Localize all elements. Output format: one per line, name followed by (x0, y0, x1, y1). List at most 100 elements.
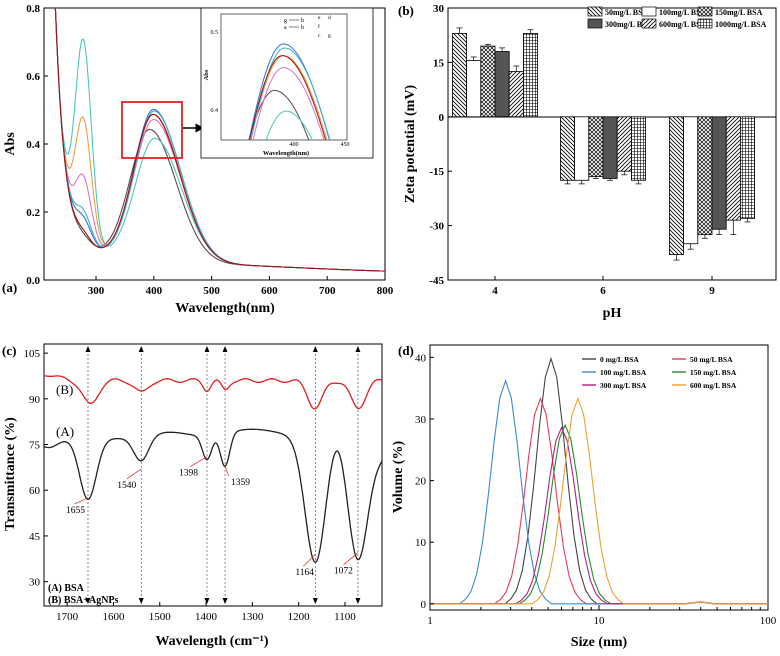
c-peak-arrow-top (312, 346, 318, 352)
a-xtick-label: 500 (203, 285, 220, 297)
inset-annot-d: d (328, 15, 331, 21)
b-legend-swatch (697, 18, 713, 29)
b-legend-swatch (641, 18, 657, 29)
c-xtick-label: 1600 (102, 611, 125, 623)
panel-b-bars (451, 27, 756, 261)
b-bar (466, 60, 482, 118)
c-ytick-label: 45 (29, 531, 41, 543)
b-bar (451, 32, 467, 118)
b-ytick-label: -15 (429, 166, 444, 178)
c-peak-label: 1398 (179, 469, 198, 479)
a-xtick-label: 800 (377, 285, 394, 297)
panel-b-frame (447, 7, 777, 281)
b-bar (631, 116, 647, 181)
a-ytick-label: 0.2 (26, 207, 40, 219)
c-xtick-label: 1100 (334, 611, 356, 623)
inset-xtick-400: 400 (290, 142, 299, 148)
d-ytick-label: 40 (415, 352, 427, 364)
panel-b-zeta: -45 -30 -15 0 15 30 4 6 9 50mg/L BSA 100mg/L BSA… (403, 3, 777, 321)
b-bar (616, 116, 632, 172)
curve-tag-B: (B) (56, 382, 73, 397)
a-series-6 (54, 8, 385, 272)
c-peak-label: 1164 (295, 568, 314, 578)
c-curve-B (43, 375, 383, 410)
a-ytick-label: 0.4 (26, 139, 40, 151)
inset-xlabel: Wavelength(nm) (263, 150, 309, 157)
b-bar (697, 116, 713, 236)
a-xtick-label: 300 (88, 285, 105, 297)
c-peak-leader (126, 468, 142, 480)
b-ytick-label: -30 (429, 221, 444, 233)
b-ytick-label: 30 (433, 3, 445, 15)
b-legend-label: 600mg/L BSA (659, 20, 707, 29)
panel-b-x-ticks: 4 6 9 (492, 276, 715, 297)
inset-ytick-0.4: 0.4 (211, 108, 219, 114)
b-legend-label: 150mg/L BSA (715, 8, 763, 17)
legend-c-B: (B) BSA+AgNPs (48, 595, 119, 606)
inset-annot-b2: b (301, 25, 304, 31)
d-legend-label: 100 mg/L BSA (600, 368, 647, 377)
b-bar (740, 116, 756, 219)
b-bar (494, 51, 510, 118)
c-ytick-label: 60 (29, 485, 41, 497)
c-xtick-label: 1400 (195, 611, 218, 623)
b-bar (480, 45, 496, 118)
inset-annot-c: c (318, 33, 321, 39)
panel-c-peak-lines (85, 346, 361, 604)
b-bar (560, 116, 576, 181)
d-ytick-label: 30 (415, 414, 427, 426)
inset-frame (200, 7, 374, 159)
d-series-2 (429, 378, 768, 605)
panel-a-x-ticks: 300 400 500 600 700 800 (88, 276, 394, 297)
d-ytick-label: 10 (415, 537, 427, 549)
panel-b-ylabel: Zeta potential (mV) (403, 85, 418, 204)
panel-label-d: (d) (398, 343, 414, 358)
a-ytick-label: 0.6 (26, 71, 40, 83)
panel-b-xlabel: pH (603, 306, 622, 321)
a-xtick-label: 400 (146, 285, 163, 297)
c-peak-arrow-bottom (85, 598, 91, 604)
inset-annot-g: g (284, 18, 287, 24)
panel-a-uv-vis: 0.0 0.2 0.4 0.6 0.8 300 400 500 600 700 800 Wavel… (3, 3, 394, 316)
legend-c-A: (A) BSA (48, 583, 85, 594)
c-peak-leader (224, 465, 229, 476)
b-bar (725, 116, 741, 221)
c-peak-arrow-top (204, 346, 210, 352)
c-peak-label: 1540 (117, 481, 136, 491)
c-xtick-label: 1200 (288, 611, 311, 623)
a-xtick-label: 700 (319, 285, 336, 297)
b-bar (711, 116, 727, 230)
inset-series-4 (252, 67, 325, 140)
b-ytick-label: -45 (429, 275, 444, 287)
panel-b-legend: 50mg/L BSA 100mg/L BSA 150mg/L BSA 300mg/L … (587, 6, 767, 29)
a-xtick-label: 600 (261, 285, 278, 297)
b-legend-label: 100mg/L BSA (659, 8, 707, 17)
b-legend-label: 50mg/L BSA (605, 8, 649, 17)
c-peak-label: 1359 (231, 478, 250, 488)
b-bar (508, 71, 524, 118)
c-ytick-label: 75 (29, 440, 41, 452)
panel-a-curves (54, 8, 385, 272)
c-peak-leader (343, 552, 359, 565)
c-peak-leader (190, 456, 208, 468)
b-xtick-label: 6 (600, 285, 606, 297)
c-peak-leader (303, 553, 316, 567)
inset-annot-f: f (318, 23, 320, 30)
c-peak-arrow-top (138, 346, 144, 352)
c-ytick-label: 30 (29, 577, 41, 589)
panel-c-x-ticks: 1700 1600 1500 1400 1300 1200 1100 (56, 602, 356, 623)
panel-a-xlabel: Wavelength(nm) (175, 301, 275, 316)
d-series-5 (429, 396, 768, 605)
c-xtick-label: 1300 (241, 611, 264, 623)
b-legend-swatch (587, 18, 603, 29)
b-xtick-label: 4 (492, 285, 498, 297)
inset-annot-e: e (318, 15, 321, 21)
c-peak-arrow-top (222, 346, 228, 352)
c-xtick-label: 1700 (56, 611, 79, 623)
b-bar (588, 116, 604, 178)
panel-label-c: (c) (2, 343, 16, 358)
d-xtick-label: 10 (594, 615, 606, 627)
b-bar (602, 116, 618, 179)
c-peak-arrow-bottom (312, 598, 318, 604)
inset-series-0 (248, 89, 310, 140)
